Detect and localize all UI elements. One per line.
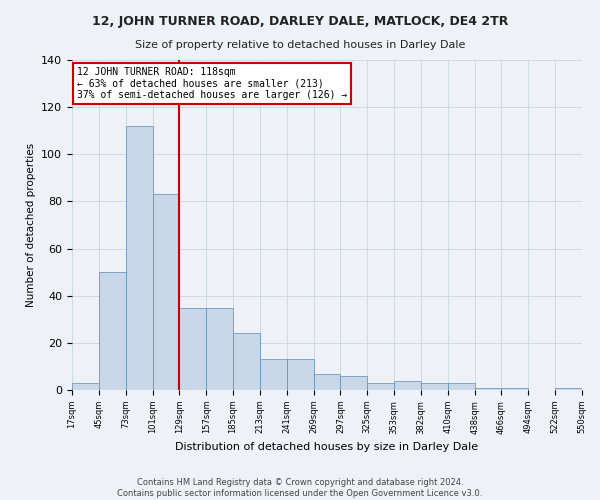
Bar [179,308,206,390]
Bar [260,360,287,390]
Bar [394,380,421,390]
Text: Size of property relative to detached houses in Darley Dale: Size of property relative to detached ho… [135,40,465,50]
Text: 12, JOHN TURNER ROAD, DARLEY DALE, MATLOCK, DE4 2TR: 12, JOHN TURNER ROAD, DARLEY DALE, MATLO… [92,15,508,28]
Bar [152,194,179,390]
Bar [314,374,340,390]
Bar [233,334,260,390]
Bar [99,272,125,390]
X-axis label: Distribution of detached houses by size in Darley Dale: Distribution of detached houses by size … [175,442,479,452]
Text: Contains HM Land Registry data © Crown copyright and database right 2024.
Contai: Contains HM Land Registry data © Crown c… [118,478,482,498]
Bar [72,383,99,390]
Bar [206,308,233,390]
Bar [448,383,475,390]
Bar [421,383,448,390]
Bar [287,360,314,390]
Y-axis label: Number of detached properties: Number of detached properties [26,143,35,307]
Bar [502,388,529,390]
Text: 12 JOHN TURNER ROAD: 118sqm
← 63% of detached houses are smaller (213)
37% of se: 12 JOHN TURNER ROAD: 118sqm ← 63% of det… [77,66,347,100]
Bar [475,388,502,390]
Bar [555,388,582,390]
Bar [340,376,367,390]
Bar [125,126,152,390]
Bar [367,383,394,390]
